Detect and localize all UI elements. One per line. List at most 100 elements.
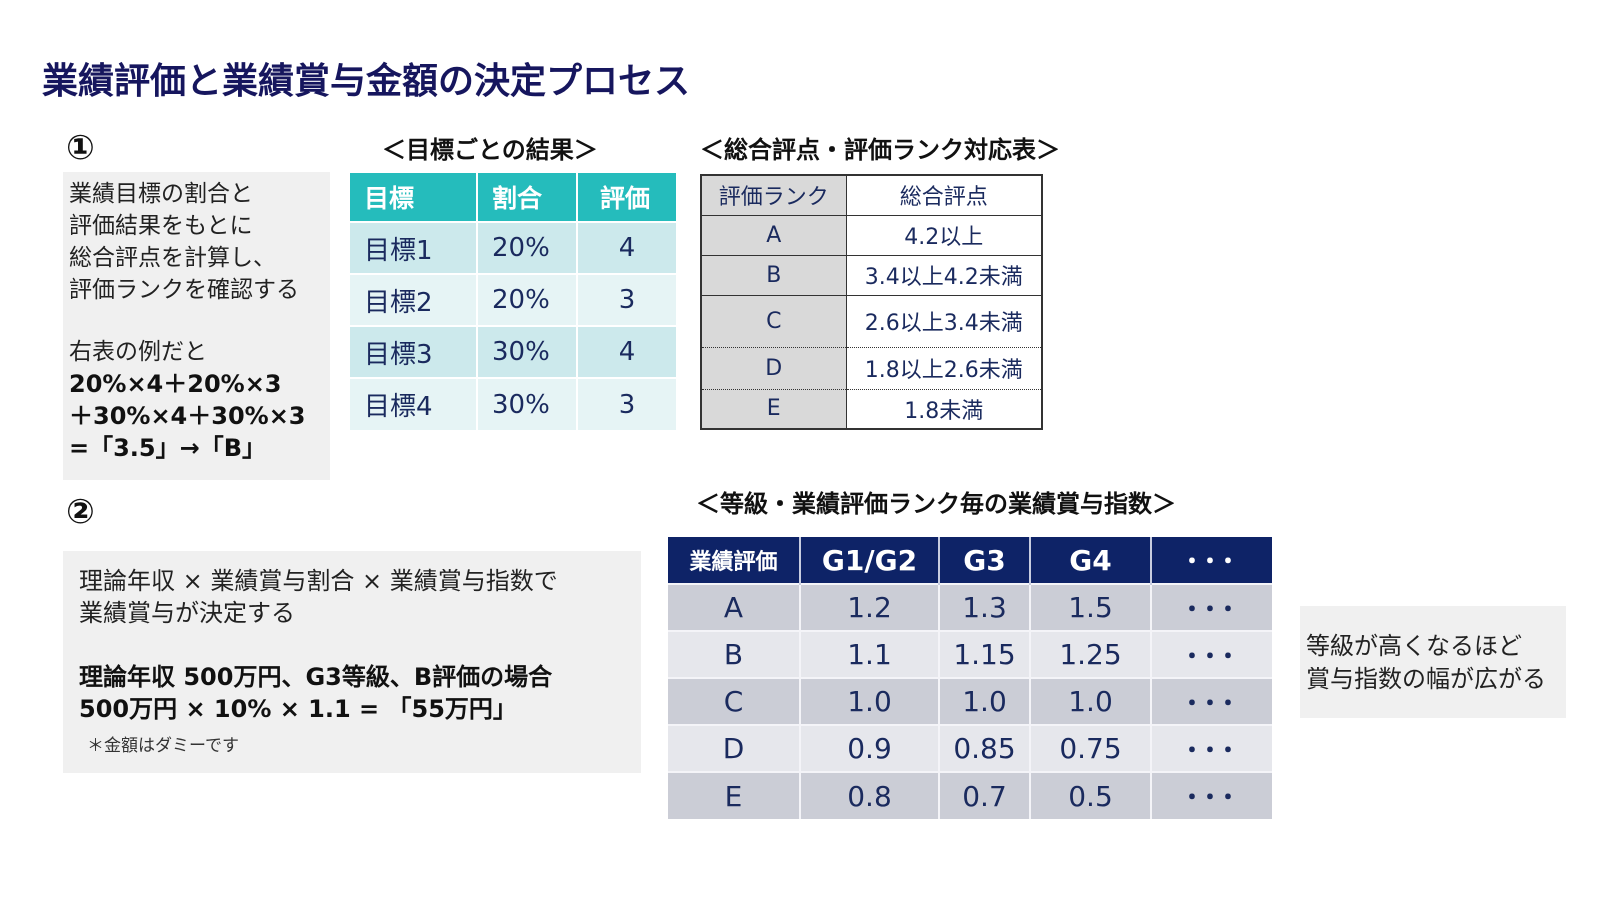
table-cell: 20% [477,273,578,326]
table-cell: 1.25 [1030,630,1152,678]
column-header: G3 [939,537,1031,584]
table-cell: 4 [577,221,678,274]
table-cell: 3.4以上4.2未満 [846,255,1042,296]
table-cell: 1.0 [1030,677,1152,725]
table-cell: A [701,215,847,256]
table-cell: 1.0 [939,677,1031,725]
table-cell: 1.8未満 [846,389,1042,429]
table-row: B 3.4以上4.2未満 [701,255,1042,296]
step-2-explanation-box: 理論年収 × 業績賞与割合 × 業績賞与指数で 業績賞与が決定する 理論年収 5… [63,551,641,773]
table-row: A 1.2 1.3 1.5 ･･･ [668,583,1272,631]
table-row: E 0.8 0.7 0.5 ･･･ [668,771,1272,819]
table-row: 目標3 30% 4 [350,325,678,378]
table-cell: C [668,677,801,725]
table-cell: 3 [577,377,678,430]
table-row: A 4.2以上 [701,215,1042,256]
side-note-line: 等級が高くなるほど [1306,632,1522,660]
column-header: 総合評点 [846,175,1042,216]
rank-table-heading: ＜総合評点・評価ランク対応表＞ [700,136,1060,164]
table-header-row: 目標 割合 評価 [350,173,678,222]
table-cell: 30% [477,325,578,378]
table-cell: 30% [477,377,578,430]
table-cell: E [668,771,801,819]
table-cell: ･･･ [1151,677,1272,725]
table-row: C 1.0 1.0 1.0 ･･･ [668,677,1272,725]
index-table-heading: ＜等級・業績評価ランク毎の業績賞与指数＞ [696,490,1176,518]
step-2-line: 業績賞与が決定する [79,599,295,627]
table-cell: 0.75 [1030,724,1152,772]
column-header: 目標 [350,173,478,222]
table-row: 目標4 30% 3 [350,377,678,430]
column-header-more: ･･･ [1151,537,1272,584]
step-2-number: ② [66,492,95,532]
table-row: 目標1 20% 4 [350,221,678,274]
table-cell: A [668,583,801,631]
table-cell: 0.5 [1030,771,1152,819]
step-1-formula-line: 20%×4＋20%×3 [69,370,282,398]
table-cell: C [701,295,847,348]
table-header-row: 業績評価 G1/G2 G3 G4 ･･･ [668,537,1272,584]
step-1-explanation-box: 業績目標の割合と 評価結果をもとに 総合評点を計算し、 評価ランクを確認する 右… [63,172,330,480]
table-cell: 1.5 [1030,583,1152,631]
table-cell: 1.1 [800,630,940,678]
table-cell: 20% [477,221,578,274]
step-1-line: 評価結果をもとに [69,213,253,239]
step-1-line: 総合評点を計算し、 [69,245,276,271]
bonus-index-table: 業績評価 G1/G2 G3 G4 ･･･ A 1.2 1.3 1.5 ･･･ B… [668,537,1272,819]
table-cell: 目標4 [350,377,478,430]
table-row: D 1.8以上2.6未満 [701,347,1042,390]
table-row: 目標2 20% 3 [350,273,678,326]
step-1-example-intro: 右表の例だと [69,339,207,365]
table-cell: 1.8以上2.6未満 [846,347,1042,390]
step-2-line: 理論年収 × 業績賞与割合 × 業績賞与指数で [79,567,558,595]
table-cell: ･･･ [1151,724,1272,772]
step-2-example-line: 理論年収 500万円、G3等級、B評価の場合 [79,663,553,691]
step-2-example-result: 500万円 × 10% × 1.1 = 「55万円」 [79,695,517,723]
table-cell: 2.6以上3.4未満 [846,295,1042,348]
table-row: C 2.6以上3.4未満 [701,295,1042,348]
table-cell: B [701,255,847,296]
table-cell: ･･･ [1151,630,1272,678]
table-cell: 0.85 [939,724,1031,772]
side-note-box: 等級が高くなるほど 賞与指数の幅が広がる [1300,606,1566,718]
table-cell: ･･･ [1151,771,1272,819]
table-cell: 0.7 [939,771,1031,819]
table-cell: 1.0 [800,677,940,725]
table-cell: 3 [577,273,678,326]
table-row: D 0.9 0.85 0.75 ･･･ [668,724,1272,772]
rank-score-table: 評価ランク 総合評点 A 4.2以上 B 3.4以上4.2未満 C 2.6以上3… [700,174,1043,430]
table-cell: 4 [577,325,678,378]
column-header: G4 [1030,537,1152,584]
table-cell: B [668,630,801,678]
page-title: 業績評価と業績賞与金額の決定プロセス [42,61,691,102]
table-cell: E [701,389,847,429]
step-1-formula-result: =「3.5」→「B」 [69,434,267,462]
table-cell: 4.2以上 [846,215,1042,256]
table-cell: 0.8 [800,771,940,819]
table-cell: 目標3 [350,325,478,378]
column-header: 評価ランク [701,175,847,216]
table-cell: D [668,724,801,772]
table-header-row: 評価ランク 総合評点 [701,175,1042,216]
goal-results-table: 目標 割合 評価 目標1 20% 4 目標2 20% 3 目標3 30% 4 目… [350,173,678,430]
table-cell: 目標1 [350,221,478,274]
table-row: E 1.8未満 [701,389,1042,429]
table-cell: 0.9 [800,724,940,772]
table-cell: D [701,347,847,390]
table-cell: ･･･ [1151,583,1272,631]
step-1-line: 業績目標の割合と [69,181,253,207]
table-row: B 1.1 1.15 1.25 ･･･ [668,630,1272,678]
table-cell: 1.15 [939,630,1031,678]
column-header: 割合 [477,173,578,222]
table-cell: 1.2 [800,583,940,631]
column-header: 業績評価 [668,537,801,584]
step-1-number: ① [66,128,95,168]
step-1-formula-line: ＋30%×4＋30%×3 [69,402,306,430]
dummy-amount-note: ＊金額はダミーです [87,736,239,756]
table-cell: 目標2 [350,273,478,326]
step-1-line: 評価ランクを確認する [69,277,299,303]
table-cell: 1.3 [939,583,1031,631]
column-header: G1/G2 [800,537,940,584]
column-header: 評価 [577,173,678,222]
goal-table-heading: ＜目標ごとの結果＞ [382,136,598,164]
